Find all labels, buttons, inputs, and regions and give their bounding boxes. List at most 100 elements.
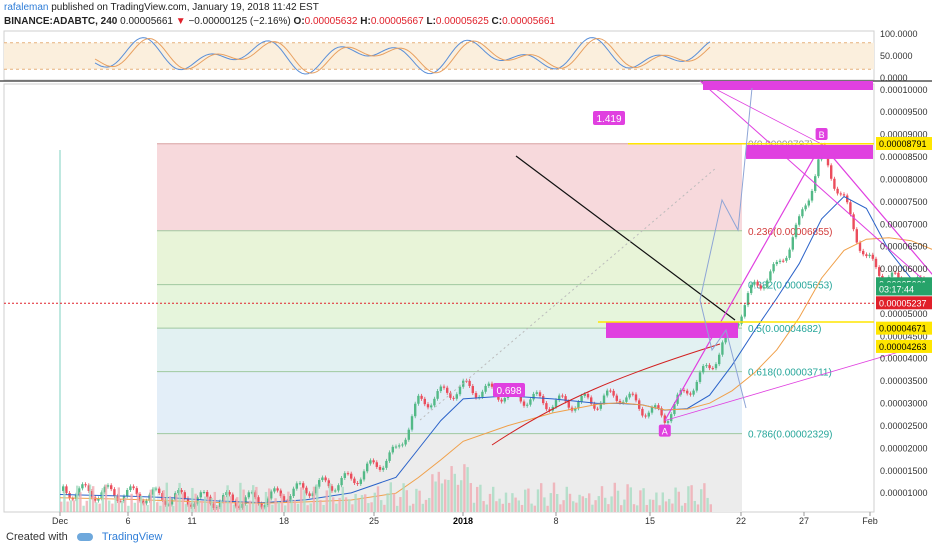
volume-bar [341,486,344,512]
volume-bar [572,501,575,512]
volume-bar [626,484,629,512]
volume-bar [63,490,66,512]
volume-bar [559,504,562,512]
volume-bar [469,483,472,512]
volume-bar [450,466,453,512]
target-zone-fib [746,144,873,159]
volume-bar [316,484,319,512]
volume-bar [600,486,604,512]
volume-bar [424,499,428,512]
price-y-tick: 0.00005000 [880,309,928,319]
candle [65,486,68,493]
volume-bar [405,490,408,512]
tradingview-brand[interactable]: TradingView [101,531,163,543]
volume-bar [431,474,434,512]
volume-bar [447,479,450,512]
price-tag [876,296,932,310]
volume-bar [242,489,245,512]
fib-level-label: 0.382(0.00005653) [748,281,833,292]
volume-bar [130,493,133,512]
volume-bar [88,484,92,512]
candle [81,484,84,489]
candle [788,249,791,258]
price-y-tick: 0.00004000 [880,354,928,364]
volume-bar [252,485,255,512]
candle [654,405,657,408]
candle [196,497,199,504]
candle [807,200,810,206]
volume-bar [408,505,412,512]
down-arrow-icon: ▼ [175,16,186,27]
candle [810,190,814,201]
projection-c [699,80,932,289]
volume-bar [476,486,479,512]
candle [721,342,724,355]
author-link[interactable]: rafaleman [4,2,49,13]
publish-line: rafaleman published on TradingView.com, … [4,2,319,13]
price-y-tick: 0.00006000 [880,264,928,274]
candle [618,400,622,403]
candle [148,494,151,501]
stoch-k-line [94,37,711,75]
volume-bar [232,504,236,512]
price-y-tick: 0.00009500 [880,107,928,117]
volume-bar [508,502,511,512]
volume-bar [453,473,456,512]
volume-bar [325,490,328,512]
high-label: H: [360,16,371,27]
volume-bar [277,501,280,512]
volume-bar [213,491,216,512]
price-tag-label: 0.00004671 [879,324,927,334]
candle [663,415,666,423]
volume-bar [700,489,703,512]
volume-bar [671,503,674,512]
volume-bar [511,493,514,512]
candle [244,497,247,504]
candle [874,258,878,268]
volume-bar [396,505,399,512]
volume-bar [111,503,114,512]
volume-bar [360,495,364,512]
candle [548,409,551,411]
candle [420,395,423,399]
candle [574,408,577,411]
open-value: 0.00005632 [304,16,358,27]
volume-bar [645,504,648,512]
volume-bar [620,505,623,512]
candle [110,485,113,490]
volume-bar [661,492,664,512]
candle [318,480,321,487]
candle [375,462,378,467]
candle [791,237,794,250]
stoch-band [4,42,874,70]
pivot-label: A [662,427,668,437]
candle [308,493,311,497]
volume-bar [389,482,392,512]
candle [302,483,305,488]
volume-bar [338,497,341,512]
candle [666,421,670,423]
candle [695,381,698,391]
volume-bar [607,504,610,512]
volume-bar [117,487,120,512]
volume-bar [623,499,626,512]
candle [855,229,858,243]
volume-bar [636,505,639,512]
volume-bar [127,505,130,512]
volume-bar [530,503,533,512]
volume-bar [351,504,354,512]
footer: Created with TradingView [6,531,162,543]
volume-bar [124,497,127,512]
stoch-d-line [94,37,711,74]
candle [878,267,881,276]
candle [449,392,452,398]
candle [346,473,350,475]
candle [455,394,458,399]
volume-bar [223,496,226,512]
candle [567,401,570,408]
volume-bar [642,488,645,512]
candle [682,390,686,392]
volume-bar [370,502,373,512]
candle [705,365,708,367]
